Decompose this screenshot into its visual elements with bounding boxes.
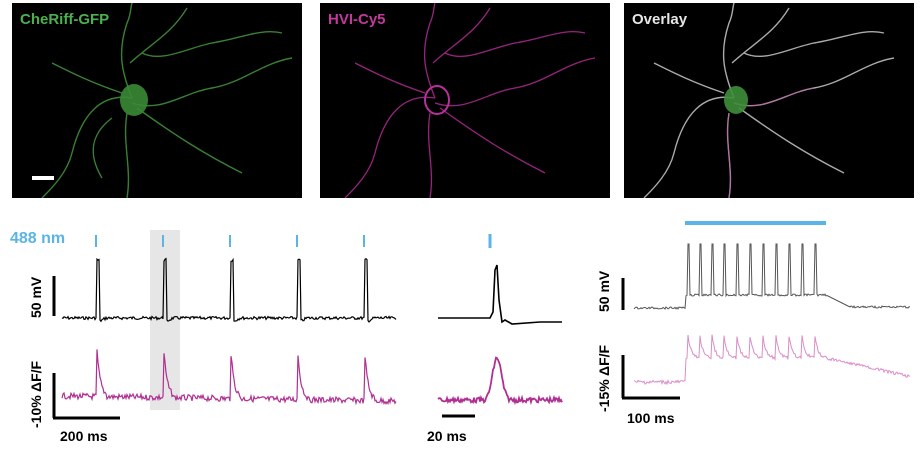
left-fluor-scale-label: -10% ΔF/F <box>28 360 44 428</box>
voltage-trace-right <box>633 243 911 310</box>
panel-label: HVI-Cy5 <box>328 11 386 28</box>
right-fluor-scale-label: -15% ΔF/F <box>596 344 612 412</box>
stim-ticks <box>95 234 492 248</box>
neuron-image-cy5 <box>344 3 596 198</box>
image-scale-bar <box>32 176 54 180</box>
overlay-panel: Overlay <box>624 3 914 198</box>
stim-label: 488 nm <box>10 230 66 247</box>
panel-label: Overlay <box>632 11 688 28</box>
neuron-image-gfp <box>32 3 293 198</box>
right-voltage-scale-label: 50 mV <box>596 270 612 312</box>
voltage-trace-middle <box>438 264 562 325</box>
neuron-image-overlay <box>643 3 895 198</box>
left-time-scale-label: 200 ms <box>60 428 108 444</box>
cheriff-gfp-panel: CheRiff-GFP <box>12 3 302 198</box>
panel-label: CheRiff-GFP <box>20 11 110 28</box>
right-time-scale-label: 100 ms <box>627 410 675 426</box>
hvi-cy5-panel: HVI-Cy5 <box>320 3 610 198</box>
voltage-trace-left <box>61 257 397 323</box>
fluorescence-trace-right <box>633 334 911 386</box>
left-voltage-scale-label: 50 mV <box>28 276 44 318</box>
middle-time-scale-label: 20 ms <box>427 428 467 444</box>
highlight-region <box>150 230 180 410</box>
fluorescence-trace-middle <box>437 356 563 406</box>
fluorescence-trace-left <box>61 349 397 406</box>
